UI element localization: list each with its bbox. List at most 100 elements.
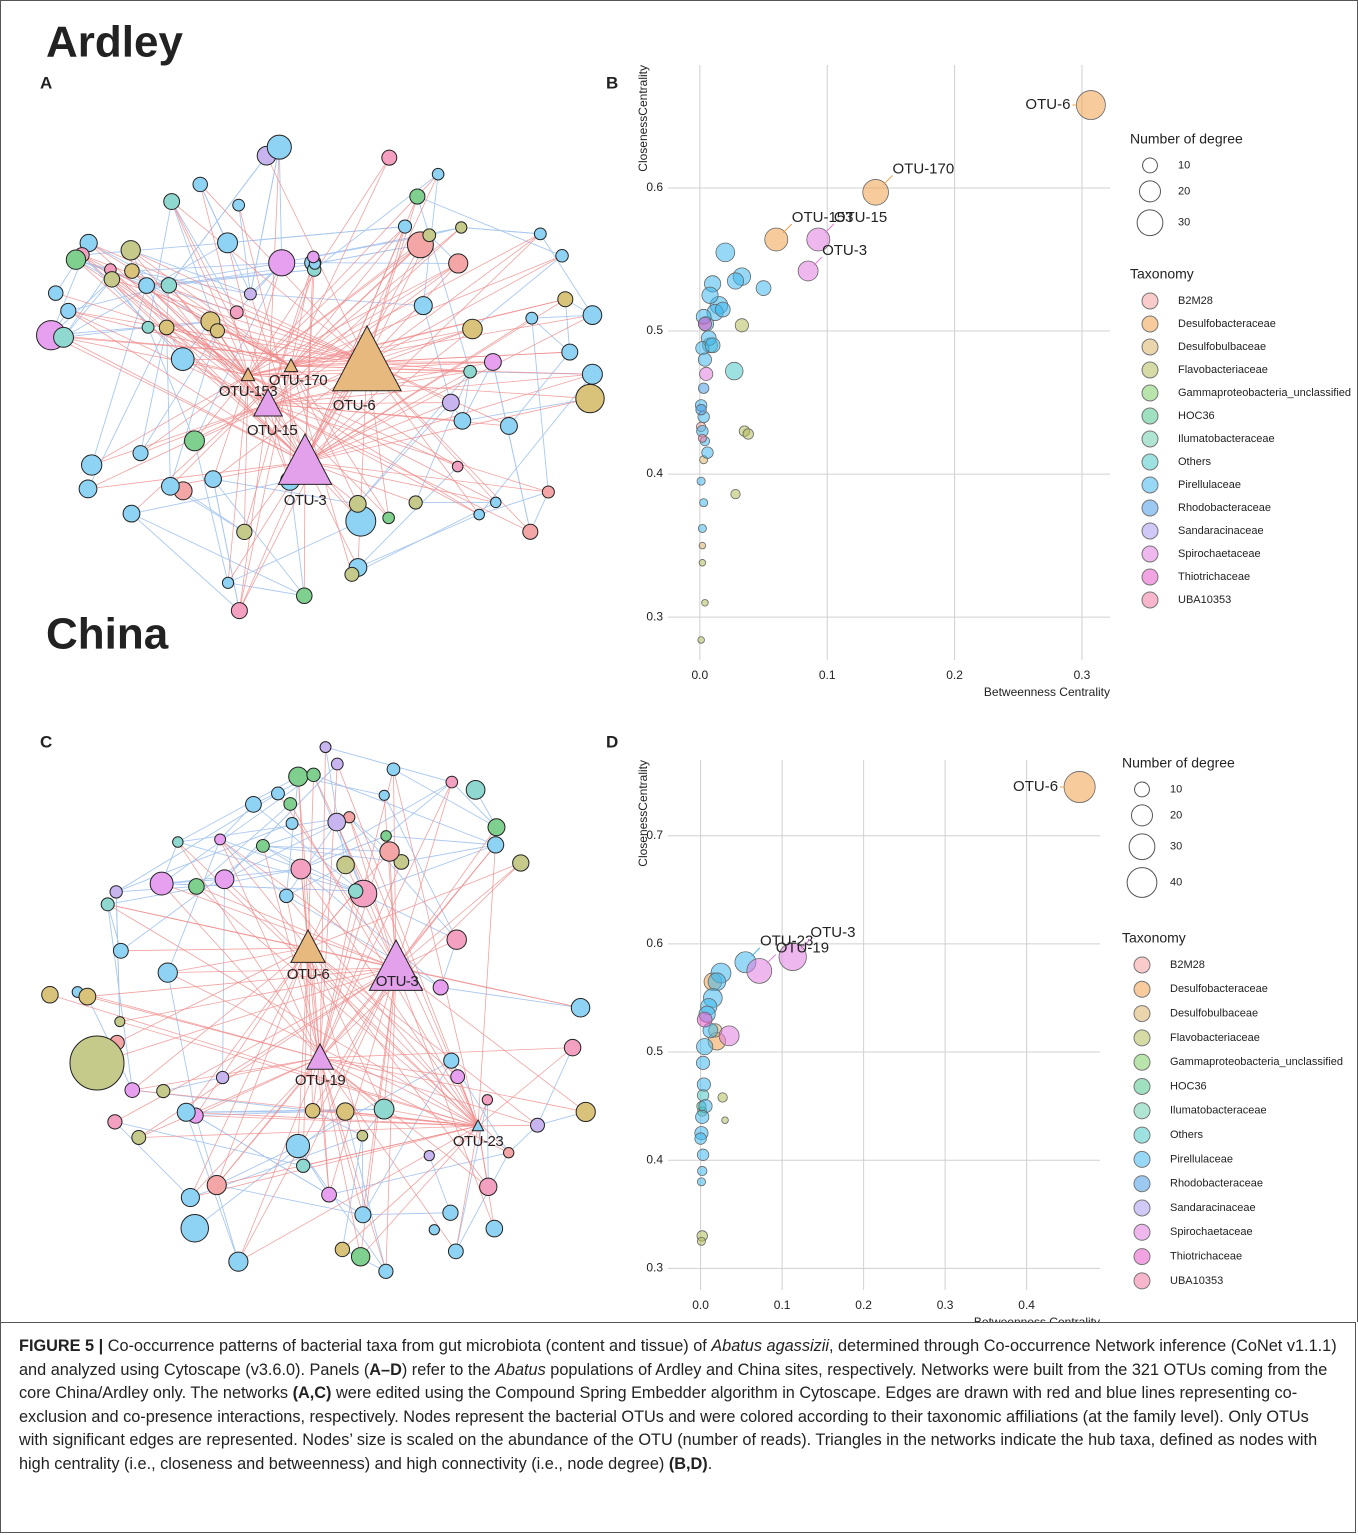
edge [395,781,453,969]
edge [190,1125,479,1198]
node [124,263,140,279]
legend-swatch [1133,1272,1151,1290]
hub-label: OTU-6 [333,397,376,414]
edge [222,967,397,1078]
edge [304,328,473,463]
point [697,523,707,533]
node [397,219,413,234]
edge [313,774,364,894]
edge [393,768,497,828]
hub-label: OTU-6 [287,966,330,983]
legend-swatch [1141,499,1159,517]
edge [186,1111,479,1127]
edge [68,310,306,463]
edge [304,398,591,463]
edge [247,262,283,376]
node [336,855,355,875]
node [575,1101,596,1123]
edge [111,279,306,463]
edge [451,781,497,828]
node [78,479,98,499]
edge [531,317,571,353]
edge [319,769,394,1059]
edge [422,305,452,403]
size-legend-label: 10 [1178,159,1190,171]
node [563,1038,582,1057]
node [131,1130,147,1145]
edge [199,184,228,243]
node [463,364,477,379]
edge [357,361,368,568]
caption-text: ) refer to the [401,1360,496,1379]
node [271,786,285,801]
point [696,1177,706,1187]
edge [120,947,309,952]
edge [477,1047,573,1127]
point-label: OTU-170 [892,160,954,177]
point [704,337,721,354]
edge [219,839,287,897]
legend-label: B2M28 [1170,959,1205,971]
legend-label: Pirellulaceae [1178,479,1241,491]
edge [212,478,305,597]
node [344,566,360,582]
node [295,587,313,605]
node [307,250,320,264]
node [47,285,64,301]
edge [395,862,522,969]
hub-node [305,1042,335,1070]
legend-swatch [1133,1248,1151,1266]
node [228,1251,249,1272]
point-label: OTU-3 [822,242,867,259]
node [306,767,321,782]
edge [360,1125,479,1258]
node [184,430,205,452]
edge [168,285,269,405]
edge [81,242,228,256]
edge [290,234,430,367]
edge [267,269,315,405]
point [701,286,719,304]
point [755,280,772,296]
legend-swatch [1141,430,1159,448]
figure: Ardley China A C B D OTU-153OTU-170OTU-6… [0,0,1358,1322]
edge [304,196,418,463]
edge [531,314,593,319]
node [256,838,270,853]
point [699,366,714,381]
edge [290,365,593,375]
node [209,323,225,339]
y-axis-title: ClosenessCentrality [636,760,650,867]
node [522,523,539,540]
node [541,485,555,499]
point [718,1025,740,1047]
node [132,445,149,462]
edge [247,226,406,376]
leader-line [824,223,835,233]
legend-swatch [1141,338,1159,356]
x-tick-label: 0.0 [692,1298,709,1312]
edge [492,361,531,532]
caption-text: were edited using the Compound Spring Em… [19,1384,1318,1473]
edge [383,795,458,940]
x-tick-label: 0.4 [1018,1298,1035,1312]
edge [216,1184,364,1216]
edge [238,205,251,294]
node [176,1102,196,1122]
hub-label: OTU-170 [269,372,327,389]
legend-swatch [1141,292,1159,310]
edge [163,1077,223,1092]
edge [238,403,269,611]
y-axis-title: ClosenessCentrality [636,65,650,172]
node [141,320,155,334]
legend-label: Gammaproteobacteria_unclassified [1170,1056,1343,1068]
legend-title: Taxonomy [1122,930,1186,946]
edge [290,157,390,367]
y-tick-label: 0.3 [646,609,663,623]
edge [161,883,321,1059]
edge [194,1111,346,1229]
size-legend-title: Number of degree [1130,131,1243,147]
legend-label: HOC36 [1170,1080,1207,1092]
hub-label: OTU-153 [219,383,277,400]
